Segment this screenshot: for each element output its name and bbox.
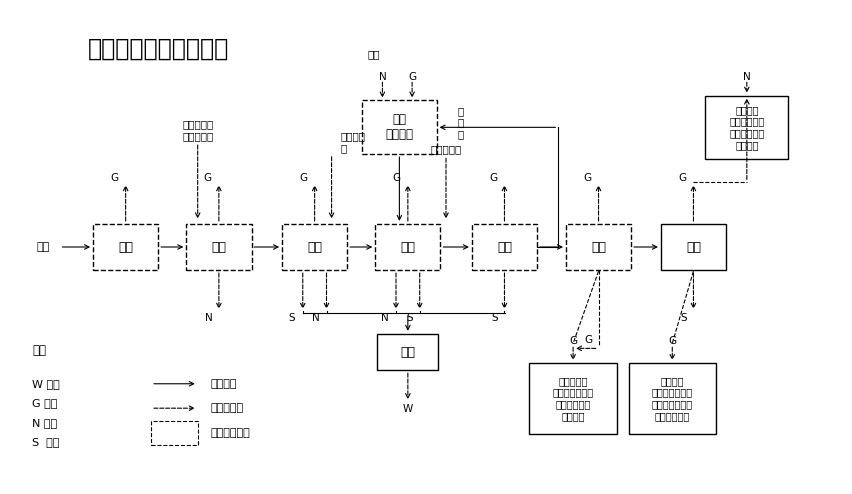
Text: G 废气: G 废气 xyxy=(32,398,58,409)
FancyBboxPatch shape xyxy=(93,224,158,270)
Text: 清洗: 清洗 xyxy=(400,345,415,359)
Text: 树脂: 树脂 xyxy=(37,242,50,252)
Text: 原辅料储存
（树脂、填料、
溶剂、助剂和
颜料等）: 原辅料储存 （树脂、填料、 溶剂、助剂和 颜料等） xyxy=(552,376,593,421)
FancyBboxPatch shape xyxy=(529,363,616,434)
Text: G: G xyxy=(568,336,577,346)
Text: 助剂、溶剂: 助剂、溶剂 xyxy=(430,144,461,154)
Text: N: N xyxy=(204,313,212,323)
Text: G: G xyxy=(584,334,592,344)
FancyBboxPatch shape xyxy=(186,224,251,270)
Text: 储存: 储存 xyxy=(590,241,605,253)
Text: S: S xyxy=(406,313,412,323)
FancyBboxPatch shape xyxy=(565,224,630,270)
Text: N: N xyxy=(378,72,386,82)
Text: G: G xyxy=(583,173,591,183)
Text: N: N xyxy=(312,313,320,323)
FancyBboxPatch shape xyxy=(705,95,787,159)
Text: 工艺流程: 工艺流程 xyxy=(210,379,237,389)
Text: G: G xyxy=(204,173,211,183)
Text: G: G xyxy=(407,72,416,82)
Text: 填料、树脂
溶剂、助剂: 填料、树脂 溶剂、助剂 xyxy=(181,119,213,141)
Text: 图例: 图例 xyxy=(32,344,46,357)
FancyBboxPatch shape xyxy=(377,334,438,370)
Text: G: G xyxy=(489,173,497,183)
Text: 颜料: 颜料 xyxy=(367,49,380,59)
Text: G: G xyxy=(111,173,118,183)
Text: S  固废: S 固废 xyxy=(32,437,60,448)
Text: 半成品涂
料: 半成品涂 料 xyxy=(340,131,365,153)
FancyBboxPatch shape xyxy=(628,363,715,434)
FancyBboxPatch shape xyxy=(471,224,537,270)
Text: G: G xyxy=(677,173,686,183)
FancyBboxPatch shape xyxy=(660,224,725,270)
Text: W 废水: W 废水 xyxy=(32,379,60,389)
FancyBboxPatch shape xyxy=(282,224,347,270)
Text: 部分工艺涉及: 部分工艺涉及 xyxy=(210,428,250,438)
Text: N 噪声: N 噪声 xyxy=(32,418,57,428)
Text: 危废贮存
（废溶剂包装材
料、废活性炭、
废催化剂等）: 危废贮存 （废溶剂包装材 料、废活性炭、 废催化剂等） xyxy=(651,376,692,421)
Text: G: G xyxy=(392,173,400,183)
Text: W: W xyxy=(402,405,412,414)
Text: 污染物流向: 污染物流向 xyxy=(210,403,243,413)
Text: S: S xyxy=(491,313,497,323)
FancyBboxPatch shape xyxy=(151,421,198,445)
Text: 辅助设备
（砂磨机、球
磨机、高速分
散机等）: 辅助设备 （砂磨机、球 磨机、高速分 散机等） xyxy=(728,105,763,150)
Text: 研磨: 研磨 xyxy=(118,241,133,253)
Text: 七、典型生产工艺流程: 七、典型生产工艺流程 xyxy=(88,37,228,61)
Text: 粗
颗
粒: 粗 颗 粒 xyxy=(458,106,463,139)
Text: 包装: 包装 xyxy=(685,241,700,253)
Text: N: N xyxy=(742,72,750,82)
Text: S: S xyxy=(288,313,295,323)
Text: S: S xyxy=(679,313,686,323)
FancyBboxPatch shape xyxy=(375,224,440,270)
Text: 调配: 调配 xyxy=(400,241,415,253)
Text: 研磨
（批式）: 研磨 （批式） xyxy=(385,113,413,141)
Text: 混合: 混合 xyxy=(211,241,226,253)
Text: 研磨: 研磨 xyxy=(307,241,322,253)
FancyBboxPatch shape xyxy=(361,100,436,154)
Text: G: G xyxy=(667,336,676,346)
Text: 过滤: 过滤 xyxy=(497,241,511,253)
Text: N: N xyxy=(381,313,389,323)
Text: G: G xyxy=(299,173,308,183)
